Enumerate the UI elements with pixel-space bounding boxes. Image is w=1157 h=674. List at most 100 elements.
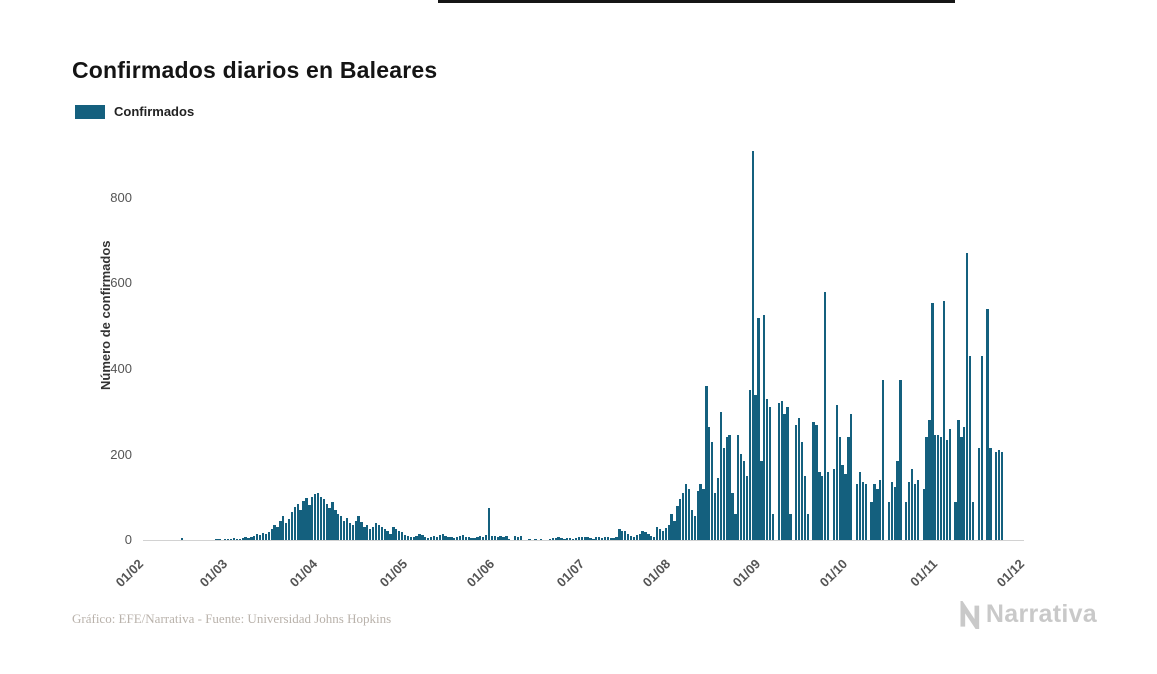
bar-day-208: [745, 476, 749, 540]
x-tick-label-01-04: 01/04: [286, 556, 321, 590]
bar-day-117: [482, 537, 485, 540]
bar-day-40: [258, 535, 262, 540]
bar-day-152: [583, 537, 586, 540]
bar-day-215: [766, 399, 769, 540]
x-tick-label-01-02: 01/02: [112, 556, 147, 590]
legend-label: Confirmados: [114, 104, 195, 119]
bar-day-295: [997, 450, 1001, 540]
bar-day-43: [267, 532, 270, 540]
bar-day-163: [615, 537, 618, 540]
bar-day-80: [374, 523, 378, 540]
bar-day-95: [418, 534, 421, 540]
bar-day-85: [389, 534, 392, 540]
bar-day-272: [931, 303, 934, 540]
bar-day-217: [771, 514, 775, 540]
bar-day-35: [244, 537, 247, 540]
bar-day-64: [328, 508, 331, 540]
bar-day-25: [215, 539, 218, 540]
bar-day-168: [629, 536, 633, 540]
bar-day-177: [655, 527, 659, 540]
bar-day-200: [722, 448, 725, 540]
bar-day-167: [626, 534, 630, 540]
bar-day-107: [453, 538, 456, 540]
bar-day-201: [725, 437, 728, 540]
bar-day-26: [218, 539, 221, 540]
bar-day-94: [415, 536, 418, 540]
bar-day-282: [960, 437, 963, 540]
x-tick-label-01-03: 01/03: [196, 556, 231, 590]
bar-day-255: [882, 380, 885, 540]
bar-day-86: [392, 527, 395, 540]
bar-day-188: [687, 489, 691, 540]
bar-day-186: [682, 493, 685, 540]
bar-day-278: [948, 429, 951, 540]
bar-day-265: [910, 469, 914, 540]
bar-day-244: [850, 414, 853, 540]
bar-day-242: [844, 474, 847, 540]
bar-day-281: [957, 420, 960, 540]
bar-day-119: [487, 508, 491, 540]
bar-day-239: [835, 405, 838, 540]
bar-day-159: [603, 537, 607, 540]
bar-day-247: [858, 472, 862, 540]
bar-day-191: [696, 491, 699, 540]
bar-day-170: [635, 535, 638, 540]
bar-day-199: [719, 412, 723, 540]
bar-day-55: [302, 501, 305, 540]
bar-day-220: [780, 401, 783, 540]
bar-day-171: [638, 534, 641, 540]
bar-day-248: [861, 482, 865, 540]
bar-day-291: [986, 309, 989, 540]
bar-day-190: [693, 516, 696, 540]
bar-day-46: [276, 527, 279, 540]
bar-day-213: [760, 461, 763, 540]
bar-day-209: [748, 390, 751, 540]
bar-day-160: [606, 537, 609, 540]
bar-day-48: [282, 516, 285, 540]
bar-day-101: [435, 537, 438, 540]
bar-day-59: [313, 494, 317, 540]
bar-day-211: [754, 395, 757, 540]
bar-day-263: [905, 502, 908, 540]
x-tick-label-01-08: 01/08: [640, 556, 674, 590]
bar-day-87: [395, 529, 398, 540]
bar-day-124: [502, 537, 505, 540]
bar-day-228: [803, 476, 807, 540]
bar-day-226: [797, 418, 801, 540]
bar-day-57: [308, 505, 311, 540]
bar-day-91: [406, 536, 410, 540]
bar-day-90: [403, 535, 407, 540]
bar-day-253: [876, 489, 879, 540]
bar-day-232: [815, 425, 818, 540]
bar-day-51: [290, 512, 294, 540]
bar-day-202: [728, 435, 731, 540]
bar-day-63: [325, 504, 328, 540]
bar-day-151: [580, 537, 583, 540]
x-tick-label-01-06: 01/06: [463, 556, 497, 590]
bar-day-13: [180, 538, 183, 540]
bar-day-114: [473, 538, 476, 540]
bar-day-222: [786, 407, 789, 540]
bar-day-56: [305, 498, 308, 540]
bar-day-269: [922, 489, 925, 540]
bar-day-261: [899, 380, 902, 540]
bar-day-110: [461, 535, 465, 540]
bar-day-178: [658, 529, 662, 540]
x-tick-label-01-10: 01/10: [816, 556, 851, 590]
bar-day-103: [441, 534, 444, 540]
bar-day-69: [342, 521, 346, 540]
bar-day-240: [838, 437, 841, 540]
bar-day-267: [916, 480, 920, 540]
bar-day-84: [386, 531, 389, 540]
bar-day-49: [285, 523, 288, 540]
bar-day-257: [887, 502, 891, 540]
bar-day-125: [505, 536, 508, 540]
bar-day-92: [409, 537, 412, 540]
bar-day-249: [864, 484, 867, 540]
bar-day-203: [731, 493, 734, 540]
x-tick-label-01-05: 01/05: [376, 556, 410, 590]
bar-day-52: [293, 507, 296, 540]
plot-area: [143, 150, 1024, 541]
y-tick-label-200: 200: [110, 446, 132, 462]
bar-day-118: [484, 535, 488, 540]
